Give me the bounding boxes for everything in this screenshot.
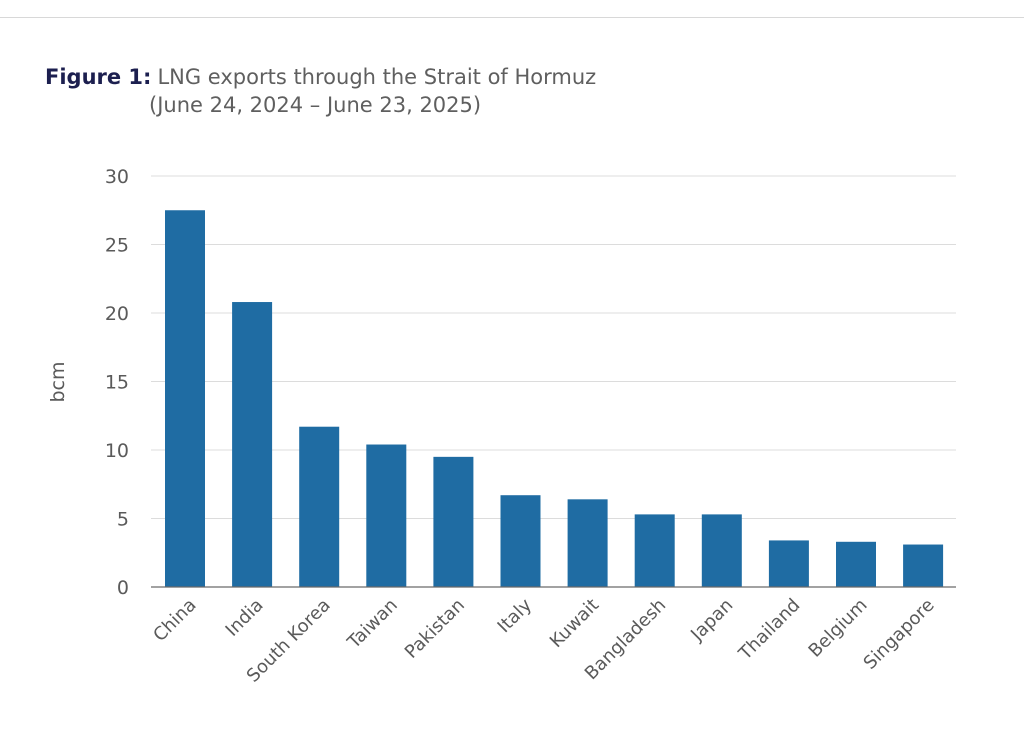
x-tick-label: Thailand (734, 595, 804, 665)
x-tick-label: India (222, 595, 268, 641)
bar-taiwan (366, 444, 407, 587)
y-tick-labels: 0 5 10 15 20 25 30 (105, 166, 129, 599)
y-tick-label: 30 (105, 166, 129, 188)
bar-japan (701, 514, 742, 587)
bar-south-korea (299, 426, 340, 587)
y-tick-label: 15 (105, 372, 129, 394)
bar-pakistan (433, 456, 474, 587)
x-tick-label: China (149, 595, 200, 646)
y-tick-label: 5 (117, 509, 129, 531)
bar-china (165, 210, 205, 587)
y-axis-label-group: bcm (47, 361, 69, 402)
bar-kuwait (567, 499, 608, 587)
figure-title: Figure 1: LNG exports through the Strait … (45, 63, 596, 91)
bar-belgium (836, 541, 876, 587)
bar-singapore (903, 544, 944, 587)
figure-subtitle: (June 24, 2024 – June 23, 2025) (149, 93, 482, 117)
y-tick-label: 0 (117, 577, 129, 599)
y-tick-label: 10 (105, 440, 129, 462)
bar-india (232, 302, 273, 587)
x-tick-label: Kuwait (546, 595, 603, 652)
y-tick-label: 20 (105, 303, 129, 325)
x-tick-label: Belgium (805, 595, 872, 662)
bar-italy (500, 495, 541, 587)
bars (165, 210, 944, 587)
x-tick-label: Pakistan (401, 595, 469, 663)
x-tick-label: Singapore (860, 595, 939, 674)
y-axis-label: bcm (47, 361, 69, 402)
gridlines (151, 175, 956, 519)
top-divider (0, 17, 1024, 18)
y-tick-label: 25 (105, 235, 129, 257)
bar-bangladesh (634, 514, 675, 587)
bar-thailand (768, 540, 809, 587)
x-tick-label: Italy (494, 594, 537, 637)
figure-title-text: LNG exports through the Strait of Hormuz (157, 65, 597, 89)
figure-label: Figure 1: (45, 65, 152, 89)
x-tick-label: Taiwan (343, 595, 402, 654)
x-tick-label: Japan (686, 595, 737, 646)
